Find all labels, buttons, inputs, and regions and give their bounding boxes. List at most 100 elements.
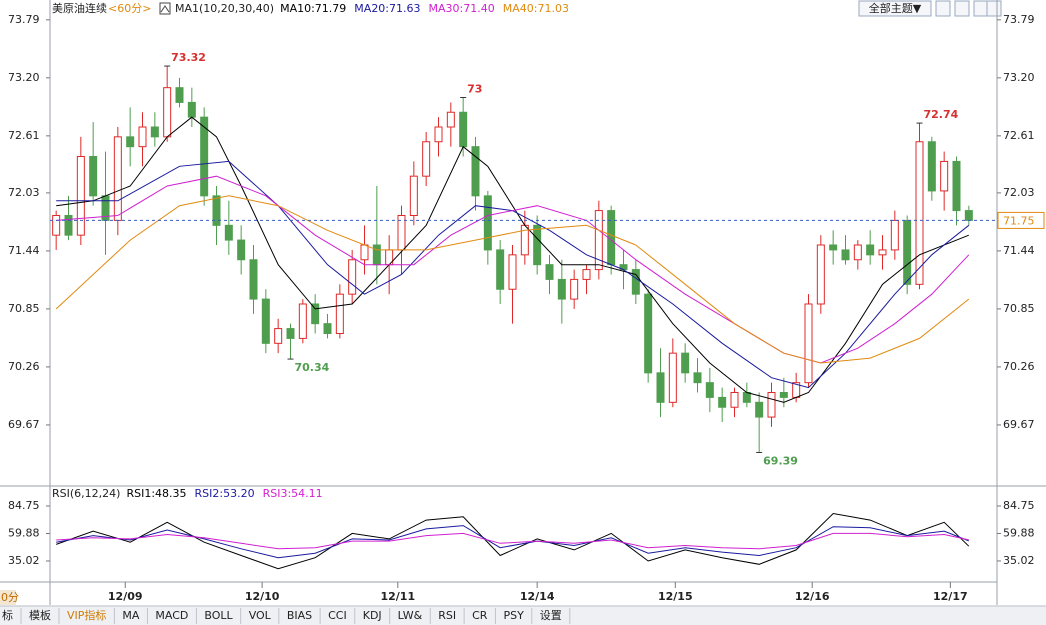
icon-button[interactable] <box>954 0 970 17</box>
tab[interactable]: MA <box>122 609 139 622</box>
candle-body <box>360 244 369 261</box>
candle-body <box>804 303 813 384</box>
candle-body <box>644 293 653 374</box>
candle-body <box>471 146 480 197</box>
x-tick-label: 12/15 <box>658 590 693 603</box>
candle-body <box>446 111 455 128</box>
y-tick-label: 73.20 <box>8 71 40 84</box>
period-tab-bg[interactable] <box>0 590 16 605</box>
candle-body <box>878 249 887 256</box>
y-tick-label-right: 59.88 <box>1003 526 1035 539</box>
tab[interactable]: MACD <box>155 609 188 622</box>
candle-body <box>422 141 431 177</box>
candle-body <box>718 396 727 408</box>
candle-body <box>631 269 640 295</box>
x-tick-label: 12/14 <box>520 590 555 603</box>
y-tick-label: 59.88 <box>8 526 40 539</box>
candle-body <box>150 126 159 138</box>
candle-body <box>915 141 924 285</box>
candle-body <box>730 391 739 408</box>
candle-body <box>681 352 690 374</box>
period-tab[interactable]: 0分 <box>1 591 19 604</box>
extreme-label: 70.34 <box>295 361 330 374</box>
legend-entry: MA20:71.63 <box>354 2 420 15</box>
y-tick-label-right: 35.02 <box>1003 554 1035 567</box>
legend-title: RSI(6,12,24) <box>52 487 120 500</box>
candle-body <box>200 116 209 197</box>
tab[interactable]: LW& <box>398 609 423 622</box>
y-tick-label: 84.75 <box>8 499 40 512</box>
y-tick-label-right: 70.26 <box>1003 360 1035 373</box>
candle-body <box>779 391 788 398</box>
candle-body <box>311 303 320 325</box>
candle-body <box>705 382 714 398</box>
legend-entry: MA40:71.03 <box>503 2 569 15</box>
candle-body <box>126 136 135 148</box>
x-tick-label: 12/11 <box>380 590 415 603</box>
tab[interactable]: RSI <box>438 609 456 622</box>
candle-body <box>249 259 258 300</box>
candle-body <box>496 249 505 290</box>
candle-body <box>113 136 122 221</box>
y-tick-label: 69.67 <box>8 418 40 431</box>
legend-entry: MA30:71.40 <box>429 2 495 15</box>
candle-body <box>742 391 751 403</box>
legend-entry: RSI1:48.35 <box>126 487 186 500</box>
extreme-label: 72.74 <box>924 108 959 121</box>
candle-body <box>348 259 357 295</box>
legend-entry: RSI2:53.20 <box>195 487 255 500</box>
theme-button[interactable] <box>858 0 932 17</box>
icon-button[interactable] <box>973 0 989 17</box>
extreme-label: 73 <box>467 83 482 96</box>
candle-body <box>594 210 603 271</box>
tab[interactable]: VOL <box>249 609 272 622</box>
tab[interactable]: 设置 <box>540 609 562 622</box>
x-tick-label: 12/17 <box>933 590 968 603</box>
candle-body <box>175 87 184 103</box>
indicator-line <box>56 175 970 364</box>
y-tick-label-right: 70.85 <box>1003 302 1035 315</box>
indicator-icon[interactable] <box>159 2 171 15</box>
candle-body <box>755 401 764 418</box>
candle-body <box>545 264 554 280</box>
candle-body <box>237 239 246 261</box>
candle-body <box>829 244 838 251</box>
symbol: 美原油连续 <box>52 1 107 15</box>
candle-body <box>903 219 912 285</box>
period[interactable]: <60分> <box>108 2 151 15</box>
tab[interactable]: BIAS <box>287 609 312 622</box>
tab[interactable]: KDJ <box>363 609 382 622</box>
icon-button[interactable] <box>986 0 1002 17</box>
y-tick-label: 73.79 <box>8 13 40 26</box>
candle-body <box>668 352 677 403</box>
indicator-line <box>56 525 969 559</box>
tab[interactable]: BOLL <box>204 609 233 622</box>
icon-button[interactable] <box>935 0 951 17</box>
candle-body <box>508 254 517 290</box>
indicator-line <box>55 195 970 364</box>
candle-body <box>693 372 702 384</box>
candle-body <box>224 224 233 241</box>
y-tick-label: 72.61 <box>8 129 40 142</box>
tab[interactable]: 标 <box>2 608 13 622</box>
candle-body <box>483 195 492 251</box>
y-tick-label-right: 73.20 <box>1003 71 1035 84</box>
candle-body <box>964 210 973 221</box>
tab[interactable]: VIP指标 <box>67 608 106 622</box>
candle-body <box>52 215 61 236</box>
candle-body <box>570 278 579 300</box>
candle-body <box>890 219 899 251</box>
candle-body <box>409 175 418 217</box>
tab[interactable]: 模板 <box>29 608 51 622</box>
candle-body <box>138 126 147 148</box>
legend-entry: MA10:71.79 <box>280 2 346 15</box>
candle-body <box>323 323 332 334</box>
tab[interactable]: CCI <box>328 609 347 622</box>
last-price-box <box>997 211 1045 229</box>
extreme-label: 69.39 <box>763 454 798 467</box>
tab[interactable]: PSY <box>503 609 524 622</box>
candle-body <box>459 111 468 148</box>
tab[interactable]: CR <box>472 609 488 622</box>
